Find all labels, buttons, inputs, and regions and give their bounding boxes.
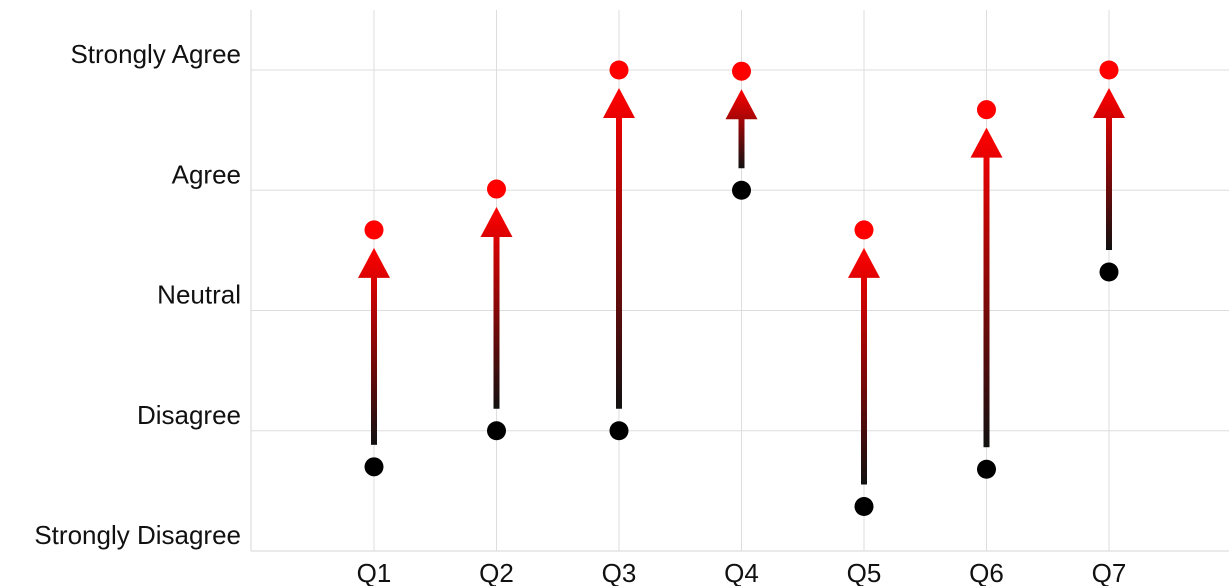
point-before	[732, 180, 751, 200]
point-before	[1099, 262, 1119, 282]
arrow-head	[725, 89, 758, 120]
x-tick-label: Q2	[479, 558, 514, 586]
y-tick-label: Disagree	[137, 400, 241, 430]
arrow-head	[480, 207, 513, 238]
arrow-shaft	[493, 235, 500, 409]
point-after	[1099, 60, 1119, 80]
arrow-head	[970, 127, 1003, 158]
arrow-shaft	[1106, 116, 1112, 251]
x-tick-label: Q5	[847, 558, 882, 586]
y-tick-label: Agree	[172, 159, 241, 189]
arrow-head	[1093, 88, 1125, 118]
x-axis-labels: Q1 Q2 Q3 Q4 Q5 Q6 Q7	[357, 558, 1127, 586]
y-axis-labels: Strongly Disagree Disagree Neutral Agree Str…	[34, 39, 241, 550]
x-tick-label: Q7	[1092, 558, 1127, 586]
point-after	[364, 220, 384, 240]
arrow-layer	[358, 88, 1125, 485]
arrow-shaft	[983, 155, 990, 448]
point-after	[487, 179, 506, 199]
y-tick-label: Strongly Disagree	[34, 520, 241, 550]
arrow-head	[848, 247, 880, 278]
arrow-head	[603, 88, 635, 118]
arrow	[848, 247, 880, 485]
x-tick-label: Q3	[602, 558, 637, 586]
point-layer	[364, 60, 1119, 517]
point-before	[977, 459, 996, 479]
arrow	[1093, 88, 1125, 251]
x-tick-label: Q4	[724, 558, 759, 586]
arrow	[725, 89, 758, 169]
arrow-shaft	[616, 116, 622, 409]
arrow-head	[358, 247, 390, 278]
point-before	[854, 497, 874, 517]
point-before	[364, 457, 384, 477]
y-tick-label: Neutral	[157, 280, 241, 310]
point-after	[977, 100, 996, 120]
arrow-shaft	[371, 275, 377, 445]
arrow-shaft	[861, 275, 867, 485]
grid-layer	[250, 10, 1229, 552]
x-tick-label: Q6	[969, 558, 1004, 586]
arrow	[480, 207, 513, 409]
arrow	[970, 127, 1003, 448]
x-tick-label: Q1	[357, 558, 392, 586]
point-before	[487, 421, 506, 441]
point-before	[609, 421, 629, 441]
arrow-shaft	[738, 117, 745, 169]
point-after	[732, 61, 751, 81]
arrow	[358, 247, 390, 445]
y-tick-label: Strongly Agree	[70, 39, 241, 69]
arrow	[603, 88, 635, 409]
point-after	[854, 220, 874, 240]
point-after	[609, 60, 629, 80]
